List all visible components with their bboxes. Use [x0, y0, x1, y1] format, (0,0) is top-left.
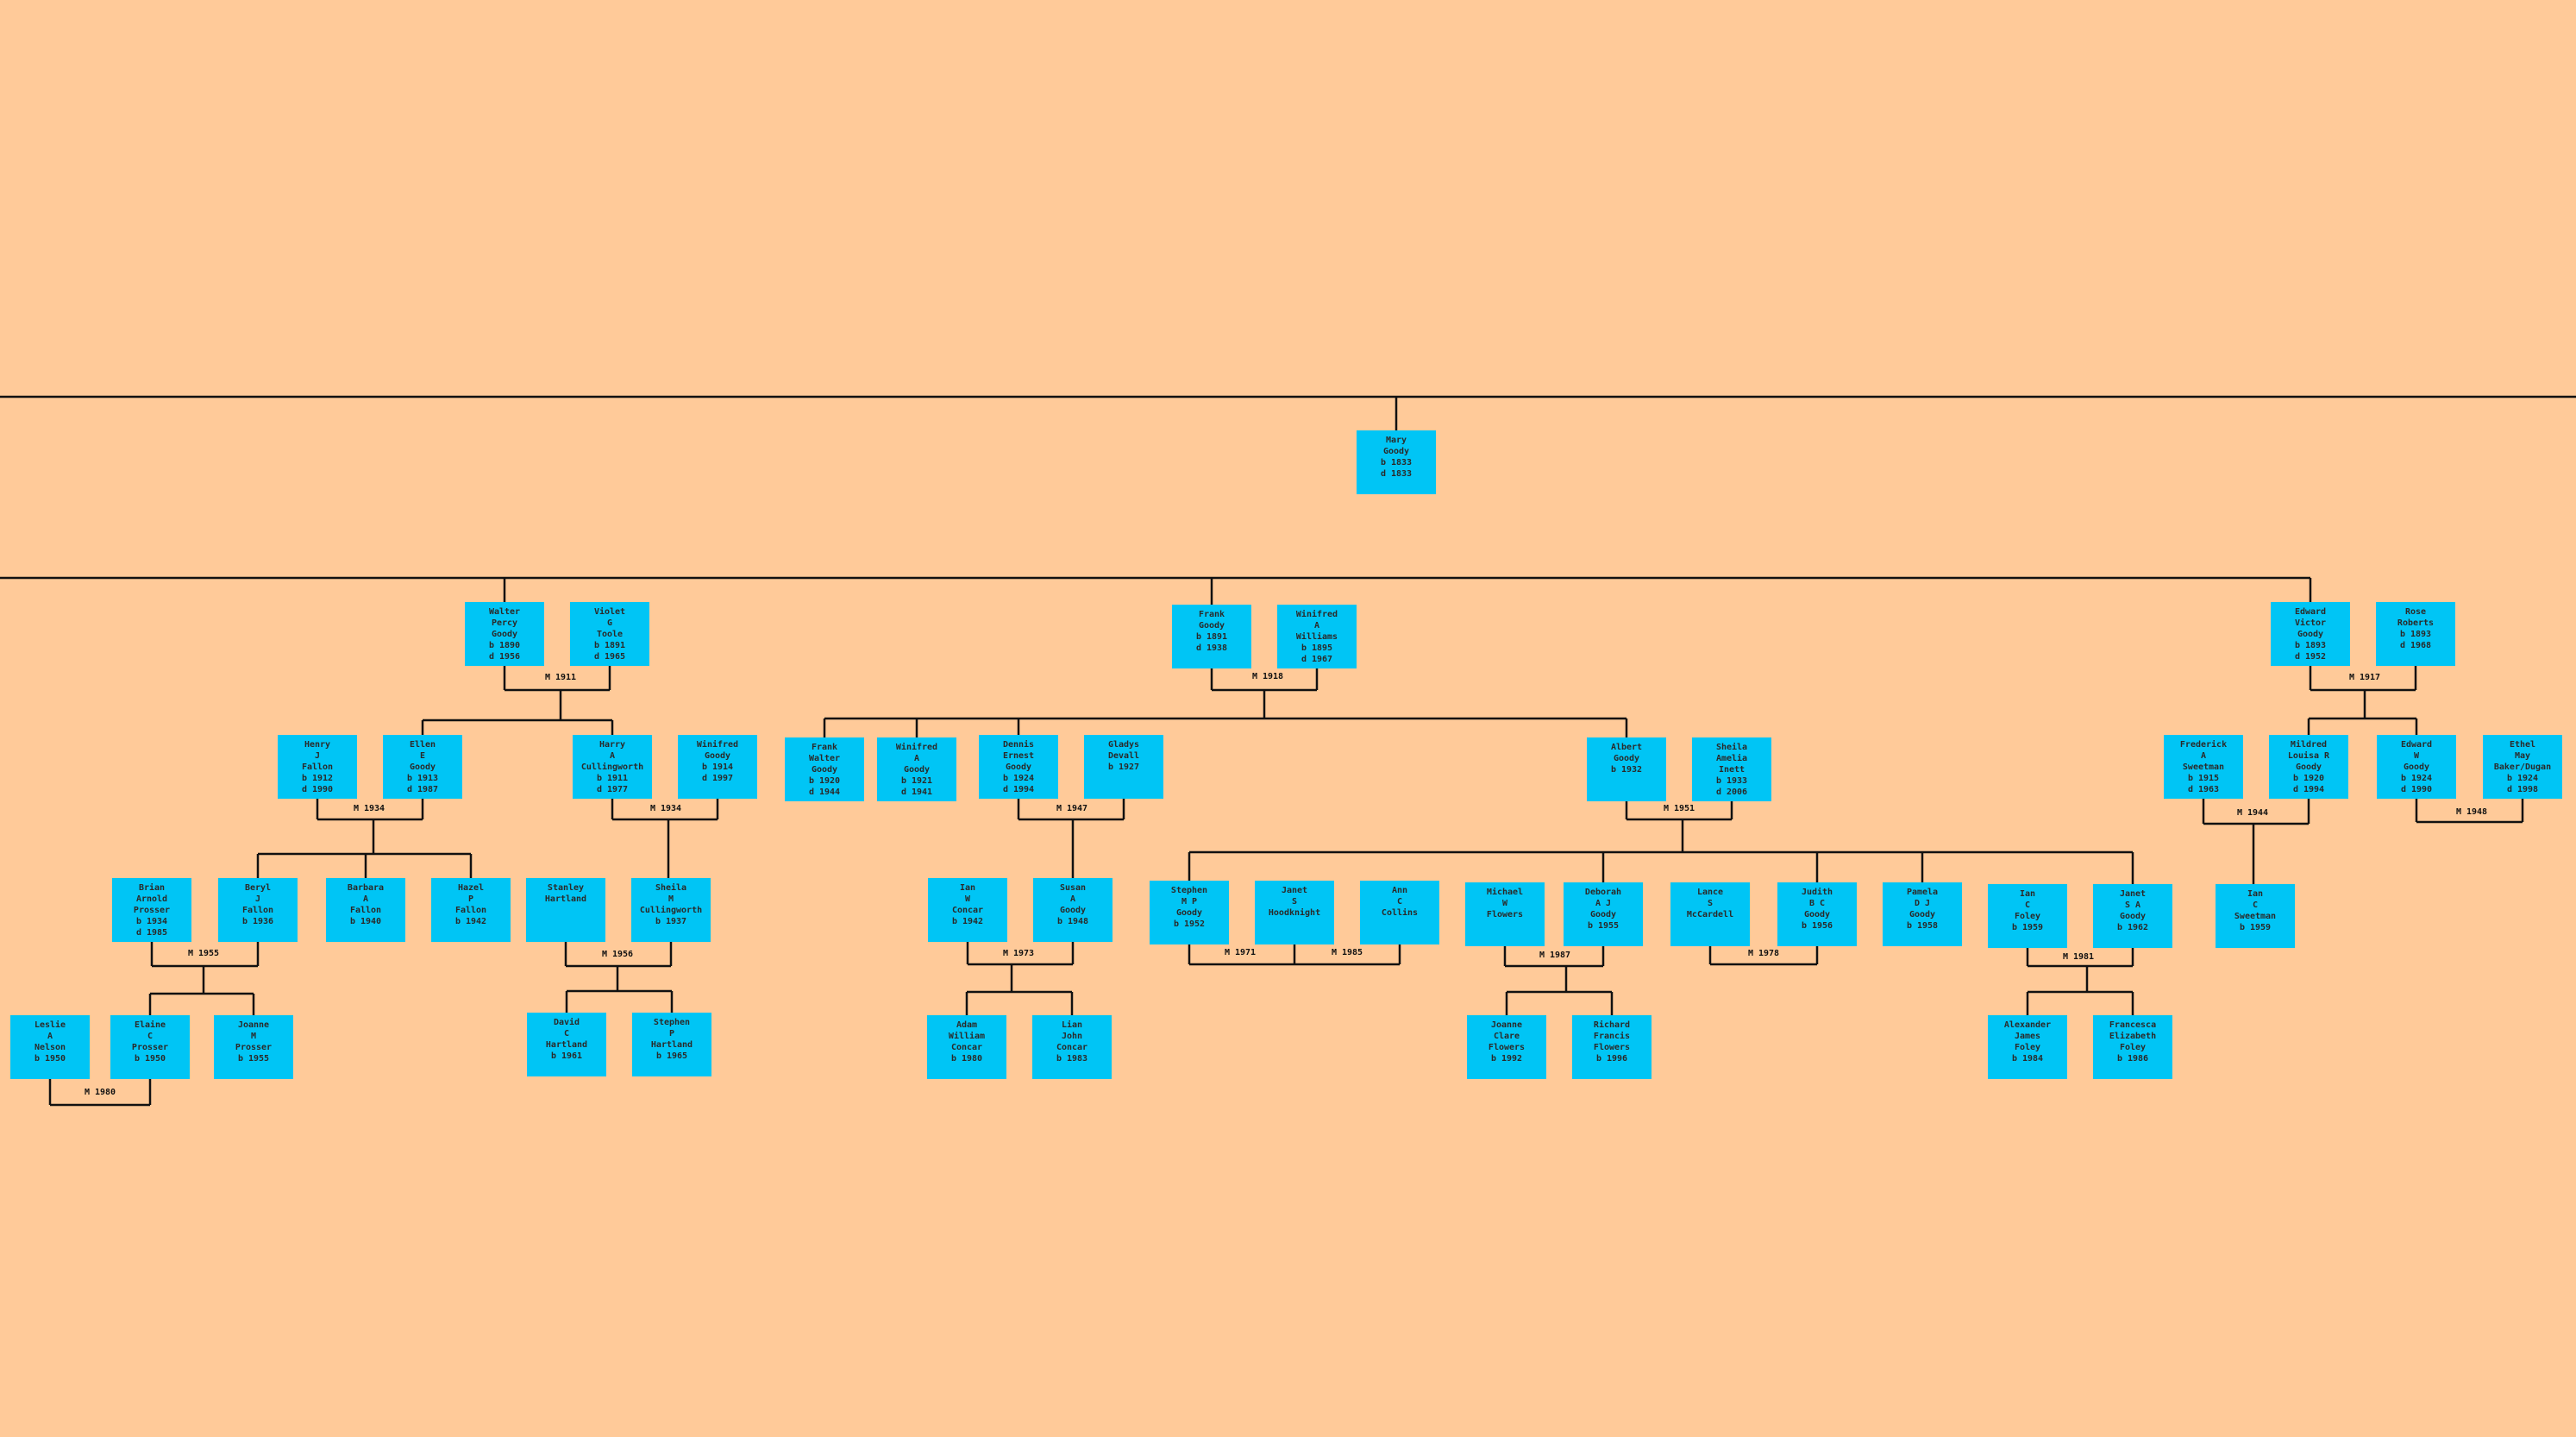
marriage-label-m_edwardW: M 1948: [2452, 807, 2491, 818]
person-box-winifredA: Winifred A Williams b 1895 d 1967: [1277, 605, 1357, 668]
marriage-label-m_fred: M 1944: [2233, 808, 2272, 819]
person-box-barbara: Barbara A Fallon b 1940: [326, 878, 405, 942]
person-box-gladys: Gladys Devall b 1927: [1084, 735, 1163, 799]
marriage-label-m_ian: M 1973: [999, 949, 1038, 959]
person-box-frank1: Frank Goody b 1891 d 1938: [1172, 605, 1251, 668]
person-box-edwardV: Edward Victor Goody b 1893 d 1952: [2271, 602, 2350, 666]
marriage-label-m_dennis: M 1947: [1052, 804, 1092, 814]
person-box-judith: Judith B C Goody b 1956: [1777, 882, 1857, 946]
person-box-walter: Walter Percy Goody b 1890 d 1956: [465, 602, 544, 666]
person-box-richard: Richard Francis Flowers b 1996: [1572, 1015, 1652, 1079]
marriage-label-m_michael: M 1987: [1535, 951, 1575, 961]
person-box-sheilaI: Sheila Amelia Inett b 1933 d 2006: [1692, 737, 1771, 801]
person-box-david: David C Hartland b 1961: [527, 1013, 606, 1076]
person-box-lance: Lance S McCardell: [1670, 882, 1750, 946]
person-box-ian1: Ian W Concar b 1942: [928, 878, 1007, 942]
person-box-ann: Ann C Collins: [1360, 881, 1439, 944]
person-box-dennis: Dennis Ernest Goody b 1924 d 1994: [979, 735, 1058, 799]
person-box-pamela: Pamela D J Goody b 1958: [1883, 882, 1962, 946]
person-box-harry: Harry A Cullingworth b 1911 d 1977: [573, 735, 652, 799]
person-box-violet: Violet G Toole b 1891 d 1965: [570, 602, 649, 666]
person-box-leslie: Leslie A Nelson b 1950: [10, 1015, 90, 1079]
person-box-frankW: Frank Walter Goody b 1920 d 1944: [785, 737, 864, 801]
person-box-mildred: Mildred Louisa R Goody b 1920 d 1994: [2269, 735, 2348, 799]
marriage-label-m_edwardV: M 1917: [2345, 673, 2385, 683]
person-box-rose: Rose Roberts b 1893 d 1968: [2376, 602, 2455, 666]
person-box-winifredG: Winifred Goody b 1914 d 1997: [678, 735, 757, 799]
person-box-lian: Lian John Concar b 1983: [1032, 1015, 1112, 1079]
person-box-stanley: Stanley Hartland: [526, 878, 605, 942]
marriage-label-m_stephen1: M 1971: [1220, 948, 1260, 958]
person-box-deborah: Deborah A J Goody b 1955: [1564, 882, 1643, 946]
person-box-janetG: Janet S A Goody b 1962: [2093, 884, 2172, 948]
marriage-label-m_leslie: M 1980: [80, 1088, 120, 1098]
person-box-frederick: Frederick A Sweetman b 1915 d 1963: [2164, 735, 2243, 799]
person-box-edwardW: Edward W Goody b 1924 d 1990: [2377, 735, 2456, 799]
person-box-beryl: Beryl J Fallon b 1936: [218, 878, 298, 942]
marriage-label-m_albert: M 1951: [1659, 804, 1699, 814]
person-box-janet1: Janet S Hoodknight: [1255, 881, 1334, 944]
person-box-ellen: Ellen E Goody b 1913 d 1987: [383, 735, 462, 799]
marriage-label-m_ianF: M 1981: [2059, 952, 2098, 963]
person-box-stephenH: Stephen P Hartland b 1965: [632, 1013, 711, 1076]
person-box-elaine: Elaine C Prosser b 1950: [110, 1015, 190, 1079]
marriage-label-m_walter: M 1911: [541, 673, 580, 683]
person-box-mary: Mary Goody b 1833 d 1833: [1357, 430, 1436, 494]
marriage-label-m_henry: M 1934: [349, 804, 389, 814]
person-box-henry: Henry J Fallon b 1912 d 1990: [278, 735, 357, 799]
person-box-sheilaC: Sheila M Cullingworth b 1937: [631, 878, 711, 942]
person-box-winifredAG: Winifred A Goody b 1921 d 1941: [877, 737, 956, 801]
person-box-brian: Brian Arnold Prosser b 1934 d 1985: [112, 878, 191, 942]
person-box-ianF: Ian C Foley b 1959: [1988, 884, 2067, 948]
person-box-ethel: Ethel May Baker/Dugan b 1924 d 1998: [2483, 735, 2562, 799]
marriage-label-m_brian: M 1955: [184, 949, 223, 959]
person-box-francesca: Francesca Elizabeth Foley b 1986: [2093, 1015, 2172, 1079]
marriage-label-m_lance: M 1978: [1744, 949, 1783, 959]
person-box-adam: Adam William Concar b 1980: [927, 1015, 1006, 1079]
marriage-label-m_stanley: M 1956: [598, 950, 637, 960]
marriage-label-m_harry: M 1934: [646, 804, 686, 814]
person-box-joanne: Joanne M Prosser b 1955: [214, 1015, 293, 1079]
person-box-susan: Susan A Goody b 1948: [1033, 878, 1113, 942]
person-box-michael: Michael W Flowers: [1465, 882, 1545, 946]
person-box-albert: Albert Goody b 1932: [1587, 737, 1666, 801]
marriage-label-m_frank1: M 1918: [1248, 672, 1288, 682]
person-box-joanneF: Joanne Clare Flowers b 1992: [1467, 1015, 1546, 1079]
person-box-stephenG: Stephen M P Goody b 1952: [1150, 881, 1229, 944]
person-box-hazel: Hazel P Fallon b 1942: [431, 878, 511, 942]
marriage-label-m_stephen2: M 1985: [1327, 948, 1367, 958]
person-box-ianS: Ian C Sweetman b 1959: [2216, 884, 2295, 948]
person-box-alexander: Alexander James Foley b 1984: [1988, 1015, 2067, 1079]
